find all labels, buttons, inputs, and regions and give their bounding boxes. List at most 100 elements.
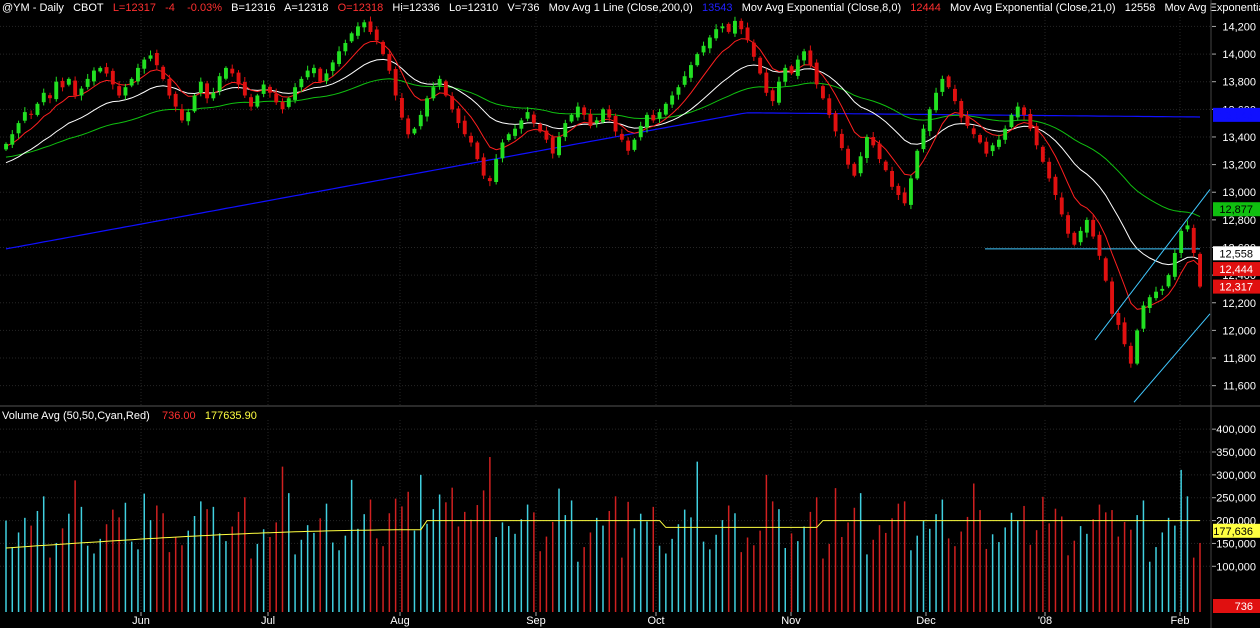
candle-body (582, 107, 587, 115)
candle-body (136, 67, 140, 82)
candle-body (1154, 291, 1158, 299)
candle-body (475, 142, 480, 160)
price-tick-label: 11,600 (1223, 381, 1256, 393)
candle-body (494, 159, 499, 182)
candle-body (255, 95, 260, 107)
candle-body (148, 55, 153, 59)
candle-body (268, 86, 272, 93)
candle-body (519, 120, 524, 129)
candle-body (324, 73, 329, 81)
candle-body (41, 92, 46, 103)
ema-lines (5, 38, 1201, 310)
candle-body (73, 80, 78, 96)
volume-average-tag: 177,636 (1213, 526, 1253, 538)
volume-tick-label: 150,000 (1216, 538, 1256, 550)
candle-body (1172, 253, 1177, 277)
candle-body (808, 50, 813, 66)
time-tick-label: '08 (1038, 615, 1052, 627)
candle-body (1198, 253, 1202, 287)
candle-body (601, 109, 605, 122)
lower-channel-line (1133, 313, 1211, 403)
candle-body (293, 87, 297, 100)
price-value-tag: 12,877 (1219, 204, 1253, 216)
candle-body (764, 72, 769, 93)
volume-study-avg: 177635.90 (204, 410, 257, 422)
candle-body (1191, 227, 1196, 253)
candle-body (330, 62, 335, 71)
price-value-tag: 12,444 (1219, 264, 1253, 276)
time-tick-label: Jul (261, 615, 275, 627)
candle-body (858, 156, 863, 174)
volume-study-label: Volume Avg (50,50,Cyan,Red) (2, 410, 150, 422)
candle-body (211, 92, 216, 99)
candle-body (1166, 275, 1171, 287)
candle-body (1059, 197, 1064, 215)
candle-body (500, 142, 505, 159)
candle-body (695, 54, 700, 66)
trendlines (985, 189, 1211, 403)
candle-body (456, 108, 461, 124)
candle-body (877, 143, 882, 160)
net-change: -4 (165, 2, 175, 14)
upper-channel-line (1094, 189, 1211, 341)
price-value-tag: 13,543 (1219, 110, 1253, 122)
candle-body (48, 95, 52, 99)
candle-body (356, 26, 360, 36)
candle-body (305, 70, 310, 78)
volume-axis: 100,000150,000200,000250,000300,000350,0… (1212, 424, 1256, 573)
ma200-path (5, 112, 1201, 250)
price-value-tag-bg (1213, 279, 1260, 294)
price-value-tag-bg (1213, 202, 1260, 217)
candle-body (802, 51, 806, 61)
candle-body (909, 178, 913, 205)
candle-body (871, 137, 876, 146)
candle-body (412, 128, 417, 134)
candle-body (550, 137, 555, 154)
candle-body (142, 59, 147, 69)
candle-body (940, 78, 945, 92)
candle-body (1135, 330, 1140, 364)
candle-body (387, 54, 392, 71)
volume-average-path (5, 520, 1200, 549)
volume-tick-label: 300,000 (1216, 470, 1256, 482)
ema21-value: 12558 (1124, 2, 1156, 14)
candle-body (280, 101, 285, 110)
candle-body (645, 114, 649, 128)
volume-average-tag-bg (1213, 523, 1260, 538)
candle-body (286, 98, 291, 107)
candle-body (827, 98, 832, 115)
candle-body (10, 134, 15, 145)
candle-body (431, 87, 436, 99)
candle-body (161, 66, 166, 79)
candle-body (1110, 281, 1114, 314)
price-header: @YM - Daily CBOT L=12317 -4 -0.03% B=123… (2, 1, 1260, 15)
candle-body (312, 67, 316, 74)
candle-body (971, 128, 976, 135)
price-tick-label: 13,800 (1222, 77, 1256, 89)
volume-tick-label: 400,000 (1216, 424, 1256, 436)
candle-body (852, 163, 857, 176)
candle-body (1047, 161, 1052, 179)
candle-body (418, 114, 423, 127)
candle-body (192, 95, 197, 112)
candle-body (525, 112, 530, 119)
price-value-tag: 12,558 (1219, 248, 1253, 260)
candle-body (425, 98, 429, 117)
candle-body (1022, 107, 1026, 115)
candle-body (846, 148, 850, 165)
candle-body (129, 78, 134, 86)
candle-body (60, 80, 65, 88)
candle-body (984, 141, 989, 154)
candle-body (362, 22, 367, 28)
low-price: Lo=12310 (448, 2, 499, 14)
candle-body (783, 67, 788, 82)
candle-body (1141, 305, 1146, 329)
candle-body (607, 109, 612, 118)
candle-body (965, 116, 970, 126)
candle-body (626, 140, 631, 151)
candle-body (1122, 322, 1127, 345)
candle-body (990, 145, 995, 152)
candle-body (682, 76, 687, 85)
ma200-line (5, 112, 1201, 250)
